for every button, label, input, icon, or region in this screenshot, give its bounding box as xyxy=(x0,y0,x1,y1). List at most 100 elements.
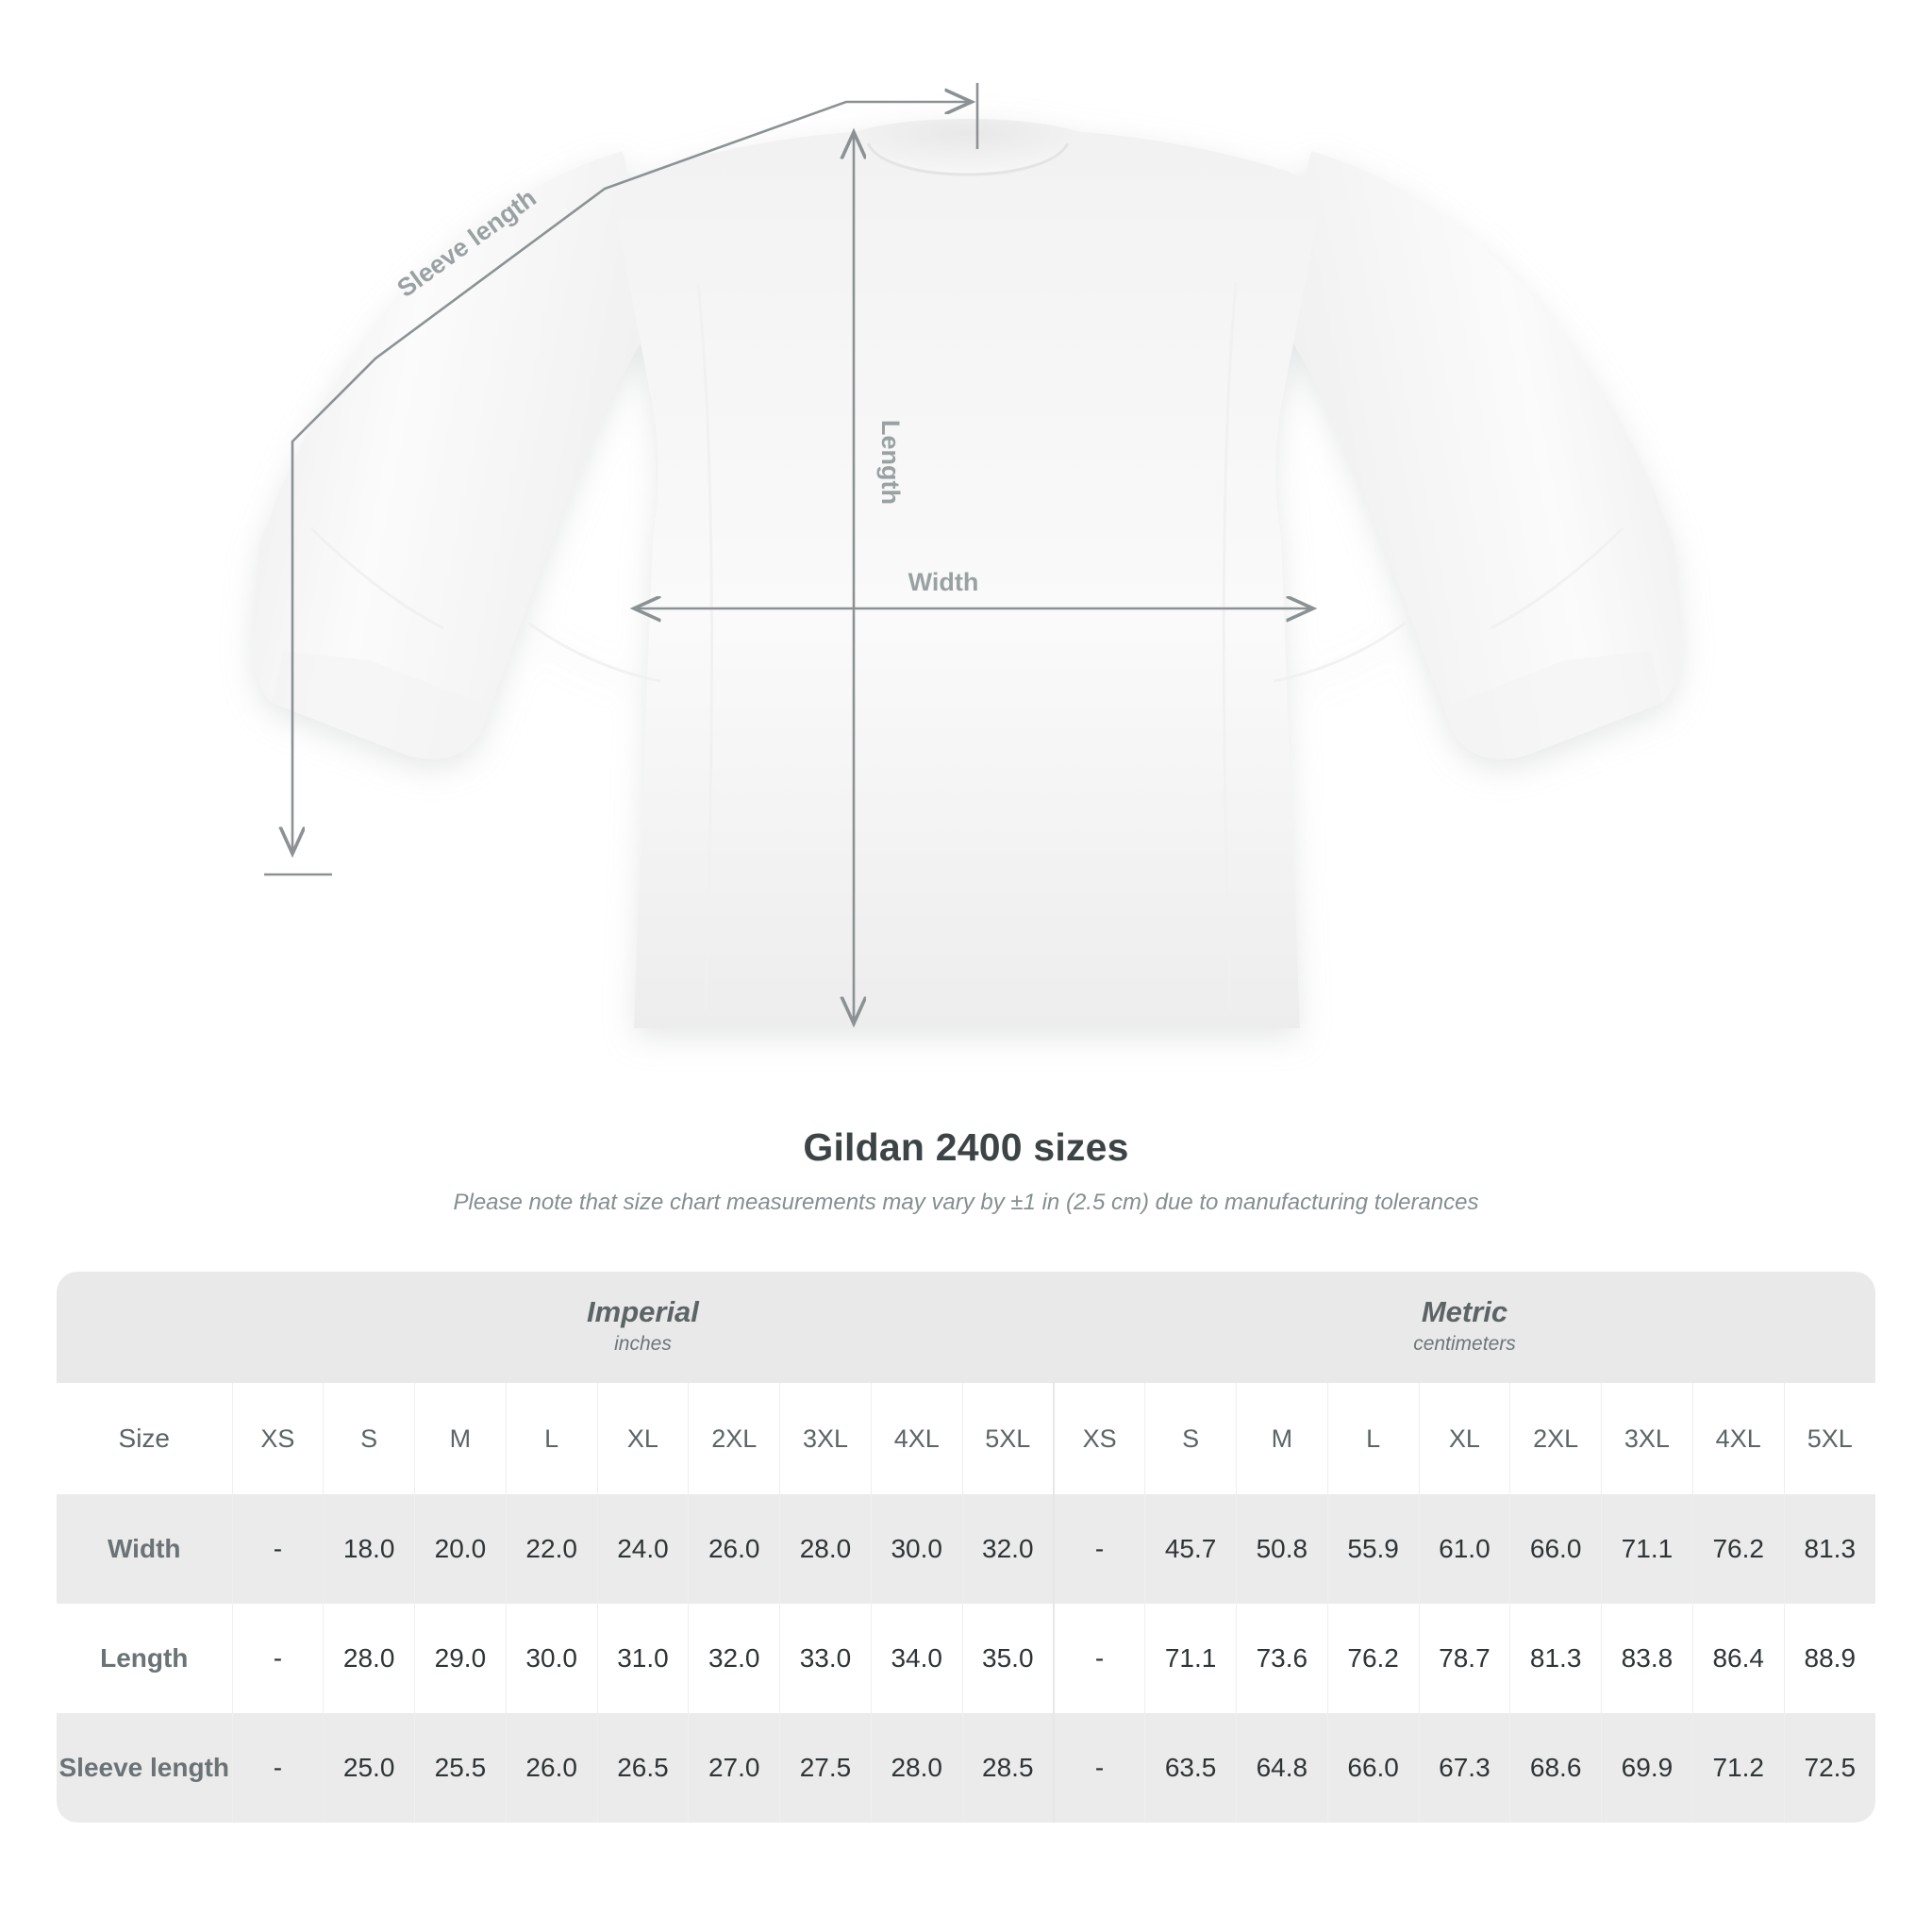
cell-imperial: 30.0 xyxy=(505,1604,598,1713)
cell-metric: 45.7 xyxy=(1144,1494,1237,1604)
table-row: Width -18.0 20.0 22.0 24.0 26.0 28.0 30.0 32.0-4… xyxy=(57,1494,1875,1604)
cell-imperial: 25.5 xyxy=(414,1713,507,1823)
size-header-label: Size xyxy=(57,1383,232,1494)
table-row: Length -28.0 29.0 30.0 31.0 32.0 33.0 34.0 35.0-… xyxy=(57,1604,1875,1713)
measurement-annotations xyxy=(264,83,1313,1024)
size-header-metric-xl: XL xyxy=(1418,1383,1510,1494)
cell-imperial: 28.0 xyxy=(779,1494,872,1604)
cell-imperial: 27.0 xyxy=(688,1713,780,1823)
cell-metric: 76.2 xyxy=(1691,1494,1785,1604)
cell-metric: 66.0 xyxy=(1326,1713,1420,1823)
size-header-metric-xs: XS xyxy=(1052,1383,1145,1494)
cell-imperial: 34.0 xyxy=(870,1604,963,1713)
right-cuff xyxy=(1443,651,1662,759)
cell-metric: - xyxy=(1052,1713,1145,1823)
row-label-width: Width xyxy=(57,1494,232,1604)
size-header-imperial-3xl: 3XL xyxy=(779,1383,872,1494)
cell-imperial: 24.0 xyxy=(596,1494,689,1604)
cell-metric: 64.8 xyxy=(1235,1713,1328,1823)
size-header-imperial-5xl: 5XL xyxy=(961,1383,1054,1494)
size-header-imperial-xl: XL xyxy=(596,1383,689,1494)
size-header-imperial-m: M xyxy=(414,1383,507,1494)
cell-metric: 86.4 xyxy=(1691,1604,1785,1713)
size-header-metric-4xl: 4XL xyxy=(1691,1383,1785,1494)
cell-metric: 81.3 xyxy=(1509,1604,1602,1713)
unit-band-spacer xyxy=(57,1272,232,1383)
cell-metric: 67.3 xyxy=(1418,1713,1510,1823)
cell-imperial: 28.5 xyxy=(961,1713,1054,1823)
cell-imperial: 35.0 xyxy=(961,1604,1054,1713)
cell-imperial: 28.0 xyxy=(323,1604,415,1713)
cell-metric: 66.0 xyxy=(1509,1494,1602,1604)
cell-metric: 76.2 xyxy=(1326,1604,1420,1713)
size-header-metric-l: L xyxy=(1326,1383,1420,1494)
width-label: Width xyxy=(908,568,979,596)
unit-band-row: Imperial inches Metric centimeters xyxy=(57,1272,1875,1383)
size-header-metric-s: S xyxy=(1144,1383,1237,1494)
cell-metric: 69.9 xyxy=(1601,1713,1693,1823)
cell-metric: 63.5 xyxy=(1144,1713,1237,1823)
cell-metric: 71.1 xyxy=(1601,1494,1693,1604)
cell-metric: 81.3 xyxy=(1783,1494,1875,1604)
cell-imperial: - xyxy=(231,1494,324,1604)
cell-metric: 78.7 xyxy=(1418,1604,1510,1713)
size-header-imperial-l: L xyxy=(505,1383,598,1494)
cell-metric: - xyxy=(1052,1494,1145,1604)
cell-imperial: 22.0 xyxy=(505,1494,598,1604)
garment-diagram: Sleeve length Length Width xyxy=(252,83,1682,1028)
cell-metric: 50.8 xyxy=(1235,1494,1328,1604)
page-title: Gildan 2400 sizes xyxy=(803,1125,1129,1169)
cell-metric: 71.2 xyxy=(1691,1713,1785,1823)
cell-imperial: 28.0 xyxy=(870,1713,963,1823)
size-header-metric-m: M xyxy=(1235,1383,1328,1494)
unit-header-imperial: Imperial inches xyxy=(232,1272,1054,1383)
size-header-metric-5xl: 5XL xyxy=(1783,1383,1875,1494)
cell-imperial: 26.0 xyxy=(688,1494,780,1604)
cell-imperial: 25.0 xyxy=(323,1713,415,1823)
cell-imperial: 18.0 xyxy=(323,1494,415,1604)
cell-imperial: 20.0 xyxy=(414,1494,507,1604)
tolerance-note: Please note that size chart measurements… xyxy=(453,1190,1479,1216)
cell-metric: 71.1 xyxy=(1144,1604,1237,1713)
row-label-length: Length xyxy=(57,1604,232,1713)
chart-heading: Gildan 2400 sizes Please note that size … xyxy=(0,1124,1932,1217)
cell-imperial: 32.0 xyxy=(688,1604,780,1713)
size-header-metric-2xl: 2XL xyxy=(1509,1383,1602,1494)
cell-imperial: 27.5 xyxy=(779,1713,872,1823)
unit-title: Metric xyxy=(1421,1295,1508,1329)
cell-metric: 72.5 xyxy=(1783,1713,1875,1823)
unit-subtitle: inches xyxy=(614,1333,672,1356)
size-chart-table-container: Imperial inches Metric centimeters Size XS S M L… xyxy=(57,1272,1875,1823)
cell-metric: 61.0 xyxy=(1418,1494,1510,1604)
cell-imperial: 32.0 xyxy=(961,1494,1054,1604)
right-sleeve xyxy=(1274,151,1682,759)
size-header-imperial-s: S xyxy=(323,1383,415,1494)
cell-imperial: 26.0 xyxy=(505,1713,598,1823)
row-label-sleeve-length: Sleeve length xyxy=(57,1713,232,1823)
size-header-metric-3xl: 3XL xyxy=(1601,1383,1693,1494)
cell-imperial: 30.0 xyxy=(870,1494,963,1604)
size-header-imperial-2xl: 2XL xyxy=(688,1383,780,1494)
size-chart-table: Imperial inches Metric centimeters Size XS S M L… xyxy=(57,1272,1875,1823)
size-header-row: Size XS S M L XL 2XL 3XL 4XL 5XL XS S M L XL 2XL 3XL 4XL 5… xyxy=(57,1383,1875,1494)
cell-imperial: - xyxy=(231,1713,324,1823)
cell-imperial: 31.0 xyxy=(596,1604,689,1713)
cell-metric: 68.6 xyxy=(1509,1713,1602,1823)
cell-metric: 83.8 xyxy=(1601,1604,1693,1713)
size-header-imperial-xs: XS xyxy=(231,1383,324,1494)
length-label: Length xyxy=(876,420,905,505)
unit-title: Imperial xyxy=(587,1295,699,1329)
cell-metric: - xyxy=(1052,1604,1145,1713)
cell-imperial: - xyxy=(231,1604,324,1713)
table-row: Sleeve length -25.0 25.5 26.0 26.5 27.0 27.5 28… xyxy=(57,1713,1875,1823)
cell-imperial: 26.5 xyxy=(596,1713,689,1823)
cell-imperial: 29.0 xyxy=(414,1604,507,1713)
unit-subtitle: centimeters xyxy=(1413,1333,1516,1356)
cell-metric: 73.6 xyxy=(1235,1604,1328,1713)
cell-metric: 55.9 xyxy=(1326,1494,1420,1604)
size-header-imperial-4xl: 4XL xyxy=(870,1383,963,1494)
cell-imperial: 33.0 xyxy=(779,1604,872,1713)
sleeve-length-line xyxy=(292,102,972,854)
unit-header-metric: Metric centimeters xyxy=(1053,1272,1875,1383)
cell-metric: 88.9 xyxy=(1783,1604,1875,1713)
